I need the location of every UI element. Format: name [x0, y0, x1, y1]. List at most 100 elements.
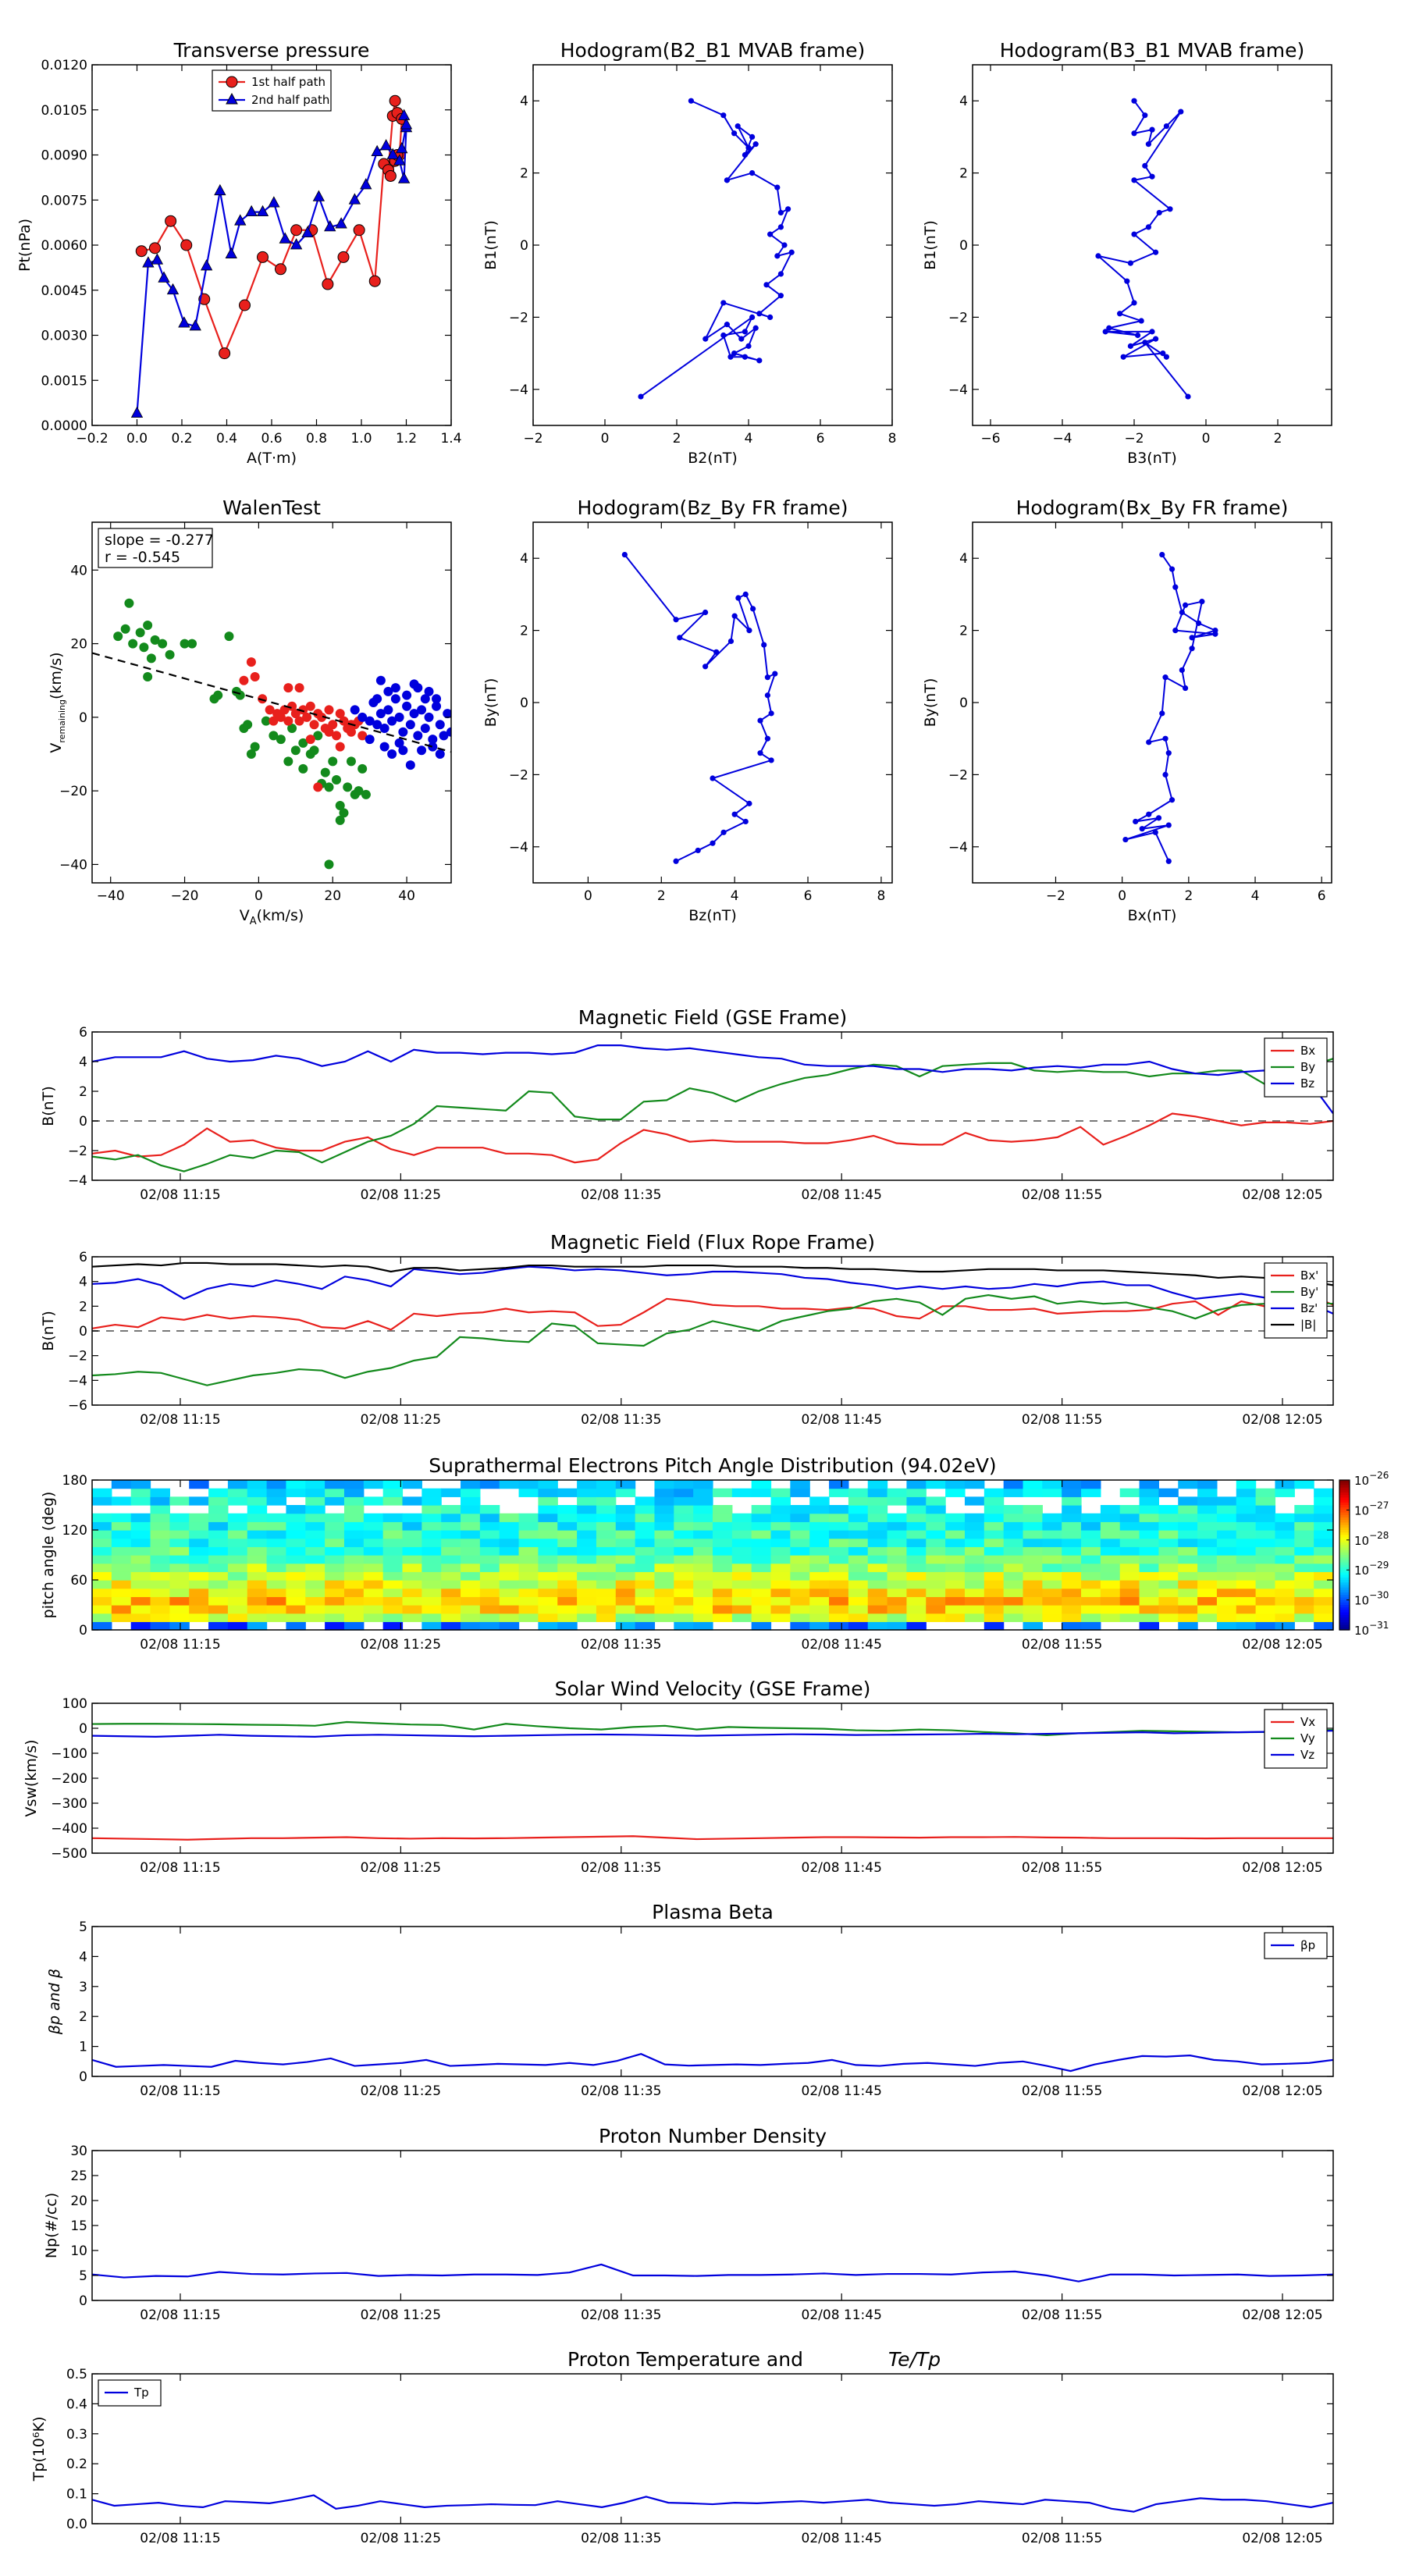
- data-point: [1196, 620, 1202, 626]
- heatmap-cell: [1119, 1588, 1140, 1597]
- data-point: [420, 724, 430, 733]
- heatmap-cell: [266, 1605, 287, 1614]
- heatmap-cell: [286, 1521, 306, 1531]
- x-tick-label: 8: [877, 888, 886, 904]
- heatmap-cell: [518, 1596, 539, 1606]
- heatmap-cell: [1081, 1480, 1101, 1489]
- x-tick-label: 02/08 11:25: [361, 1412, 441, 1428]
- heatmap-cell: [1236, 1521, 1257, 1531]
- data-point: [1149, 173, 1155, 180]
- heatmap-cell: [1197, 1596, 1218, 1606]
- x-tick-label: 02/08 11:25: [361, 2307, 441, 2323]
- heatmap-cell: [751, 1580, 772, 1589]
- heatmap-cell: [499, 1571, 520, 1581]
- panel-transverse-pressure: Transverse pressure0.00000.00150.00300.0…: [16, 39, 462, 467]
- heatmap-cell: [926, 1546, 946, 1556]
- data-point: [158, 639, 168, 649]
- colorbar-segment: [1339, 1485, 1350, 1489]
- heatmap-cell: [1158, 1538, 1179, 1547]
- heatmap-cell: [829, 1480, 849, 1489]
- heatmap-cell: [1314, 1605, 1334, 1614]
- heatmap-cell: [402, 1513, 422, 1522]
- heatmap-cell: [1139, 1621, 1160, 1631]
- heatmap-cell: [227, 1513, 248, 1522]
- heatmap-cell: [402, 1588, 422, 1597]
- y-tick-label: −100: [51, 1746, 87, 1762]
- heatmap-cell: [945, 1580, 966, 1589]
- heatmap-cell: [441, 1546, 461, 1556]
- heatmap-cell: [713, 1530, 733, 1539]
- heatmap-cell: [809, 1596, 830, 1606]
- heatmap-cell: [227, 1555, 248, 1564]
- data-point: [1117, 311, 1123, 317]
- x-tick-label: 02/08 12:05: [1242, 1637, 1322, 1653]
- data-point: [749, 314, 756, 320]
- data-point: [298, 738, 308, 748]
- heatmap-cell: [1042, 1555, 1062, 1564]
- data-point: [428, 735, 438, 745]
- axes-frame: [532, 64, 893, 426]
- heatmap-cell: [325, 1621, 345, 1631]
- data-point: [298, 763, 308, 774]
- colorbar-segment: [1339, 1572, 1350, 1576]
- data-point: [234, 214, 247, 226]
- x-tick-label: −2: [1124, 431, 1144, 447]
- heatmap-cell: [422, 1588, 442, 1597]
- heatmap-cell: [1081, 1580, 1101, 1589]
- heatmap-cell: [751, 1530, 772, 1539]
- heatmap-cell: [790, 1480, 810, 1489]
- heatmap-cell: [208, 1538, 229, 1547]
- heatmap-cell: [615, 1571, 636, 1581]
- heatmap-cell: [635, 1530, 656, 1539]
- heatmap-cell: [402, 1563, 422, 1572]
- heatmap-cell: [461, 1596, 481, 1606]
- heatmap-cell: [770, 1546, 791, 1556]
- heatmap-cell: [518, 1480, 539, 1489]
- heatmap-cell: [111, 1496, 132, 1506]
- heatmap-cell: [596, 1605, 617, 1614]
- panel-pitch-angle: Suprathermal Electrons Pitch Angle Distr…: [40, 1454, 1389, 1653]
- heatmap-cell: [809, 1505, 830, 1514]
- heatmap-cell: [227, 1596, 248, 1606]
- heatmap-cell: [887, 1521, 908, 1531]
- heatmap-cell: [654, 1605, 674, 1614]
- data-point: [767, 314, 774, 320]
- heatmap-cell: [150, 1513, 170, 1522]
- heatmap-cell: [382, 1521, 404, 1531]
- heatmap-cell: [654, 1588, 674, 1597]
- data-point: [365, 716, 375, 726]
- legend-marker: [226, 76, 238, 88]
- heatmap-cell: [1062, 1505, 1082, 1514]
- heatmap-cell: [731, 1513, 752, 1522]
- x-tick-label: 02/08 11:55: [1022, 2531, 1102, 2546]
- heatmap-cell: [1275, 1580, 1295, 1589]
- heatmap-cell: [693, 1538, 713, 1547]
- data-point: [287, 701, 297, 711]
- data-point: [387, 716, 397, 726]
- heatmap-cell: [1003, 1596, 1024, 1606]
- heatmap-cell: [984, 1580, 1005, 1589]
- heatmap-cell: [1003, 1488, 1024, 1497]
- heatmap-cell: [713, 1605, 733, 1614]
- heatmap-cell: [1314, 1555, 1334, 1564]
- heatmap-cell: [266, 1580, 287, 1589]
- heatmap-cell: [518, 1538, 539, 1547]
- heatmap-cell: [1003, 1480, 1024, 1489]
- heatmap-cell: [266, 1571, 287, 1581]
- heatmap-cell: [906, 1613, 927, 1622]
- heatmap-cell: [829, 1563, 849, 1572]
- heatmap-cell: [1178, 1571, 1198, 1581]
- data-point: [1131, 300, 1137, 306]
- data-point: [361, 789, 371, 799]
- x-tick-label: 02/08 12:05: [1242, 2531, 1322, 2546]
- colorbar-segment: [1339, 1582, 1350, 1585]
- data-point: [1131, 130, 1137, 137]
- heatmap-cell: [499, 1613, 520, 1622]
- heatmap-cell: [615, 1596, 636, 1606]
- heatmap-cell: [422, 1555, 442, 1564]
- heatmap-cell: [422, 1563, 442, 1572]
- heatmap-cell: [538, 1613, 558, 1622]
- y-tick-label: 2: [959, 624, 968, 639]
- data-point: [702, 336, 709, 342]
